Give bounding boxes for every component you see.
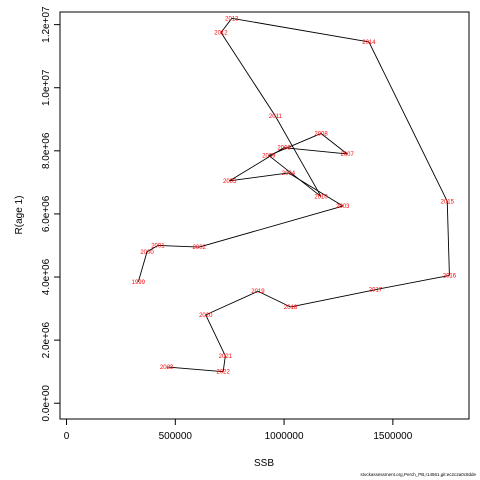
trajectory-segment — [231, 17, 370, 43]
y-tick-label: 6.0e+06 — [41, 195, 52, 232]
trajectory-segment — [205, 290, 259, 316]
year-label: 2016 — [443, 273, 457, 279]
year-label: 2019 — [251, 289, 265, 295]
ssb-recruitment-series — [137, 17, 450, 373]
year-label: 2001 — [151, 243, 165, 249]
y-tick-label: 4.0e+06 — [41, 258, 52, 295]
trajectory-segment — [220, 18, 233, 33]
trajectory-segment — [446, 201, 450, 276]
year-label: 2017 — [369, 288, 383, 294]
trajectory-segment — [222, 355, 226, 372]
x-tick-label: 1000000 — [265, 431, 304, 442]
y-axis: 0.0e+00 2.0e+06 4.0e+06 6.0e+06 8.0e+06 1.0e+… — [41, 6, 60, 421]
trajectory-segment — [284, 147, 348, 155]
year-label: 2020 — [199, 313, 213, 319]
trajectory-segment — [257, 290, 291, 308]
trajectory-segment — [375, 275, 450, 291]
trajectory-segment — [368, 41, 448, 202]
year-label: 2008 — [314, 131, 328, 137]
x-tick-label: 500000 — [159, 431, 193, 442]
year-label: 2005 — [223, 179, 237, 185]
trajectory-segment — [274, 115, 322, 197]
x-tick-label: 0 — [64, 431, 70, 442]
year-label: 2022 — [216, 370, 230, 376]
year-label: 2014 — [362, 40, 376, 46]
year-label: 2011 — [269, 114, 283, 120]
trajectory-segment — [199, 205, 343, 248]
year-label: 2004 — [282, 171, 296, 177]
trajectory-segment — [146, 245, 159, 253]
year-label: 2010 — [314, 195, 328, 201]
y-tick-label: 2.0e+06 — [41, 321, 52, 358]
year-label: 2012 — [214, 31, 228, 37]
year-label: 2018 — [284, 305, 298, 311]
year-label: 2000 — [140, 250, 154, 256]
year-label: 2002 — [193, 245, 207, 251]
trajectory-segment — [220, 32, 276, 117]
y-tick-label: 0.0e+00 — [41, 385, 52, 422]
x-axis-title: SSB — [254, 458, 274, 469]
trajectory-segment — [268, 155, 322, 197]
year-label: 2023 — [160, 365, 174, 371]
x-tick-label: 1500000 — [373, 431, 412, 442]
trajectory-segment — [157, 245, 200, 248]
trajectory-segment — [320, 133, 348, 155]
year-label: 1999 — [132, 280, 146, 286]
y-axis-title: R(age 1) — [14, 196, 25, 235]
y-tick-label: 8.0e+06 — [41, 132, 52, 169]
trajectory-segment — [205, 314, 226, 357]
source-footnote: stockassessment.org,Perch_PB,r14561,git:… — [360, 472, 476, 477]
year-label: 2013 — [225, 16, 239, 22]
x-axis: 0 500000 1000000 1500000 — [64, 419, 413, 442]
y-tick-label: 1.2e+07 — [41, 6, 52, 43]
y-tick-label: 1.0e+07 — [41, 69, 52, 106]
year-label: 2021 — [219, 354, 233, 360]
trajectory-segment — [290, 289, 376, 308]
year-label: 2007 — [340, 152, 354, 158]
trajectory-segment — [268, 133, 322, 156]
year-label: 2009 — [262, 154, 276, 160]
year-label: 2003 — [336, 204, 350, 210]
year-label: 2015 — [441, 199, 455, 205]
year-label: 2006 — [277, 146, 291, 152]
trajectory-segment — [166, 366, 224, 373]
plot-frame — [59, 11, 470, 420]
trajectory-segment — [229, 172, 289, 182]
trajectory-segment — [137, 251, 148, 282]
